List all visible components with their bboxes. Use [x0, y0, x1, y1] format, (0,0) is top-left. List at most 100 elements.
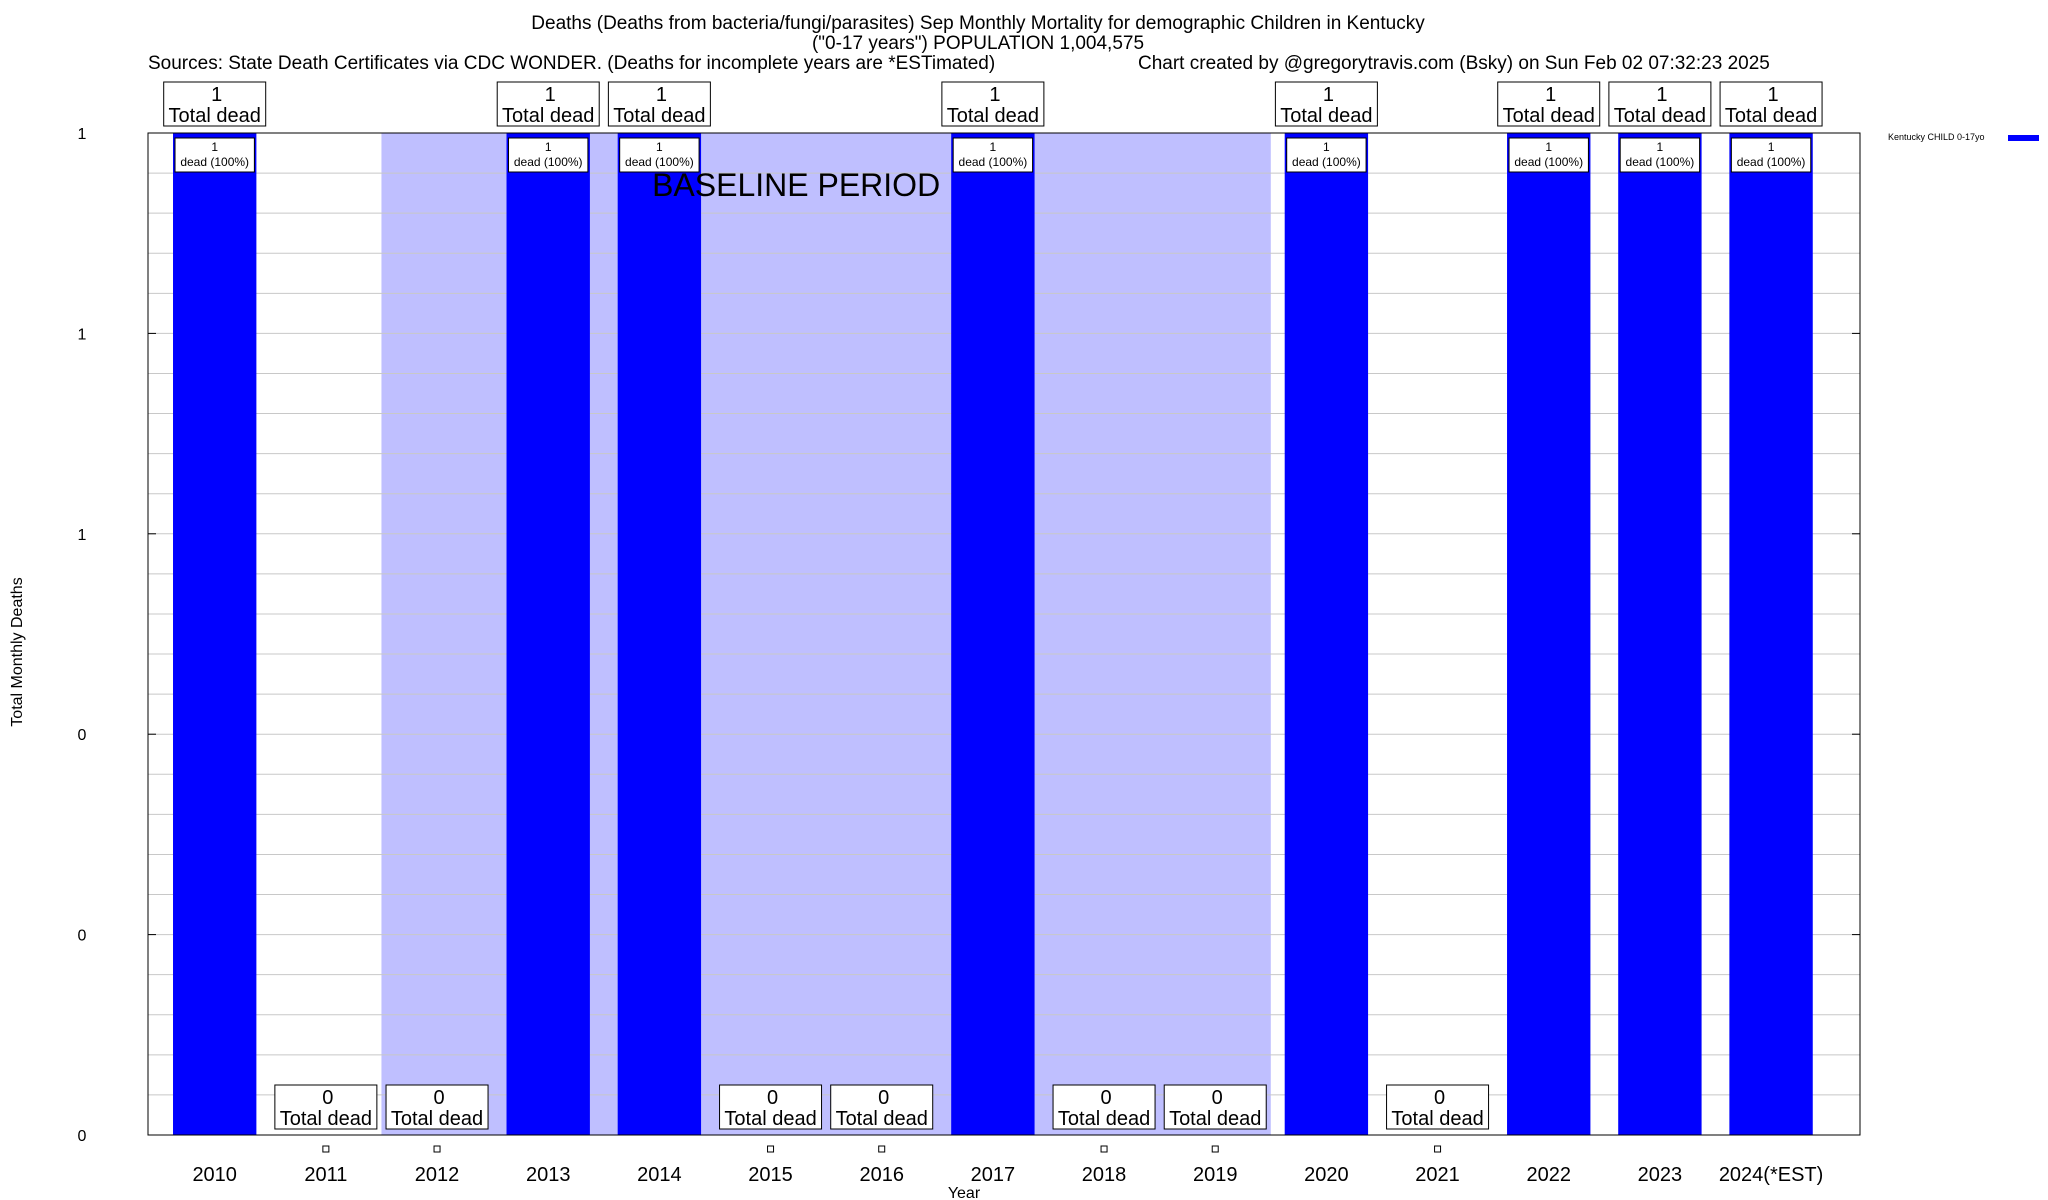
legend-entry-label: Kentucky CHILD 0-17yo	[1888, 132, 1985, 142]
x-tick-label: 2016	[859, 1164, 904, 1186]
bar-inner-percent: dead (100%)	[1737, 155, 1806, 169]
bar-inner-count: 1	[211, 140, 218, 154]
total-dead-box	[1608, 81, 1712, 127]
x-tick-label: 2011	[304, 1164, 347, 1186]
x-tick-label: 2017	[971, 1164, 1016, 1186]
x-tick-label: 2018	[1082, 1164, 1127, 1186]
bar-inner-label-box	[1286, 137, 1367, 173]
y-tick-label: 0	[78, 928, 87, 945]
bar-inner-label-box	[1619, 137, 1701, 173]
total-dead-box	[941, 81, 1045, 127]
bar-inner-percent: dead (100%)	[1292, 155, 1361, 169]
x-tick-label: 2010	[192, 1164, 237, 1186]
bar-inner-label-box	[1730, 137, 1812, 173]
sources-note: Sources: State Death Certificates via CD…	[148, 53, 996, 74]
total-dead-box	[385, 1084, 489, 1130]
bar-inner-label-box	[1508, 137, 1589, 173]
total-dead-text: Total dead	[1614, 105, 1706, 127]
zero-marker	[1211, 1145, 1219, 1153]
total-dead-count: 1	[1656, 84, 1667, 106]
y-tick-label: 1	[78, 527, 87, 544]
total-dead-box	[607, 81, 711, 127]
total-dead-box	[1719, 81, 1823, 127]
bar-inner-count: 1	[1768, 140, 1775, 154]
x-tick-label: 2012	[415, 1164, 460, 1186]
bar-2020	[1284, 133, 1369, 1135]
total-dead-text: Total dead	[169, 105, 261, 127]
total-dead-text: Total dead	[1058, 1108, 1150, 1130]
bar-inner-label-box	[508, 137, 589, 173]
total-dead-text: Total dead	[1725, 105, 1817, 127]
chart-subtitle: ("0-17 years") POPULATION 1,004,575	[811, 33, 1145, 54]
chart-title: Deaths (Deaths from bacteria/fungi/paras…	[531, 13, 1425, 34]
y-tick-label: 1	[78, 326, 87, 343]
bar-inner-count: 1	[545, 140, 552, 154]
total-dead-count: 0	[767, 1087, 778, 1109]
total-dead-count: 1	[211, 84, 222, 106]
total-dead-count: 0	[1434, 1087, 1445, 1109]
bar-inner-count: 1	[656, 140, 663, 154]
bar-inner-count: 1	[1545, 140, 1552, 154]
total-dead-box	[1386, 1084, 1490, 1130]
total-dead-box	[274, 1084, 378, 1130]
total-dead-count: 0	[1212, 1087, 1223, 1109]
bar-2022	[1507, 133, 1591, 1135]
plot-frame	[147, 132, 1861, 1136]
x-tick-label: 2022	[1526, 1164, 1571, 1186]
total-dead-text: Total dead	[724, 1108, 816, 1130]
total-dead-text: Total dead	[502, 105, 594, 127]
bar-inner-label-box	[174, 137, 255, 173]
x-axis-title: Year	[948, 1185, 981, 1200]
total-dead-box	[719, 1084, 823, 1130]
bar-2014	[617, 133, 702, 1135]
y-tick-label: 1	[78, 126, 87, 143]
credit-note: Chart created by @gregorytravis.com (Bsk…	[1138, 53, 1770, 74]
bar-inner-count: 1	[990, 140, 997, 154]
zero-marker	[767, 1145, 775, 1153]
zero-marker	[322, 1145, 330, 1153]
x-tick-label: 2019	[1193, 1164, 1238, 1186]
zero-marker	[1434, 1145, 1442, 1153]
x-tick-label: 2023	[1638, 1164, 1683, 1186]
bar-inner-label-box	[619, 137, 700, 173]
baseline-period-label: BASELINE PERIOD	[652, 167, 940, 203]
total-dead-count: 0	[1100, 1087, 1111, 1109]
bar-inner-percent: dead (100%)	[1514, 155, 1583, 169]
total-dead-box	[163, 81, 267, 127]
total-dead-count: 1	[1323, 84, 1334, 106]
total-dead-count: 1	[1545, 84, 1556, 106]
zero-marker	[433, 1145, 441, 1153]
total-dead-box	[1497, 81, 1601, 127]
x-tick-label: 2024(*EST)	[1719, 1164, 1824, 1186]
zero-marker	[1100, 1145, 1108, 1153]
zero-marker	[878, 1145, 886, 1153]
bar-inner-percent: dead (100%)	[959, 155, 1028, 169]
total-dead-count: 0	[433, 1087, 444, 1109]
total-dead-count: 1	[1768, 84, 1779, 106]
total-dead-count: 0	[322, 1087, 333, 1109]
bar-2024(*EST)	[1729, 133, 1813, 1135]
total-dead-text: Total dead	[613, 105, 705, 127]
y-axis-title: Total Monthly Deaths	[9, 577, 26, 726]
total-dead-box	[496, 81, 600, 127]
total-dead-text: Total dead	[836, 1108, 928, 1130]
bar-inner-percent: dead (100%)	[514, 155, 583, 169]
total-dead-box	[1052, 1084, 1156, 1130]
total-dead-text: Total dead	[280, 1108, 372, 1130]
bar-2013	[506, 133, 590, 1135]
y-tick-label: 0	[78, 1128, 87, 1145]
total-dead-text: Total dead	[947, 105, 1039, 127]
bar-2010	[173, 133, 257, 1135]
bar-inner-label-box	[952, 137, 1034, 173]
total-dead-text: Total dead	[1391, 1108, 1483, 1130]
legend-swatch	[2008, 135, 2039, 141]
y-tick-label: 0	[78, 727, 87, 744]
x-tick-label: 2020	[1304, 1164, 1349, 1186]
bar-inner-percent: dead (100%)	[180, 155, 249, 169]
x-tick-label: 2014	[637, 1164, 682, 1186]
total-dead-count: 1	[656, 84, 667, 106]
bar-inner-count: 1	[1323, 140, 1330, 154]
total-dead-text: Total dead	[1503, 105, 1595, 127]
bar-inner-percent: dead (100%)	[1626, 155, 1695, 169]
x-tick-label: 2021	[1415, 1164, 1460, 1186]
